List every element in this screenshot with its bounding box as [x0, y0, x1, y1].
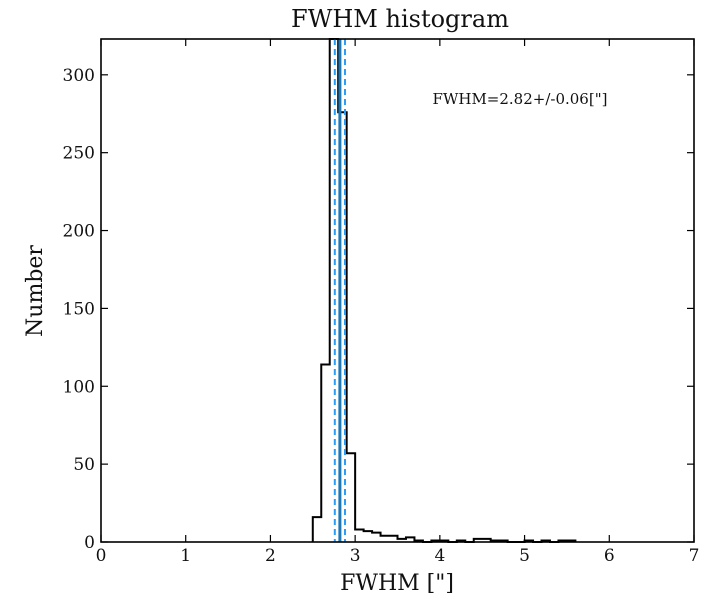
chart-title: FWHM histogram — [291, 5, 509, 33]
x-tick-label: 4 — [434, 546, 445, 566]
y-tick-label: 150 — [63, 299, 95, 319]
y-tick-label: 0 — [84, 533, 95, 553]
y-tick-label: 200 — [63, 222, 95, 242]
histogram-bar-4 — [347, 453, 355, 542]
plot-frame — [100, 38, 695, 543]
y-tick-label: 250 — [63, 144, 95, 164]
histogram-bar-0 — [313, 517, 321, 542]
histogram-bar-6 — [364, 531, 372, 542]
histogram-step-outline — [311, 38, 577, 543]
y-axis-ticks: 0 50 100 150 200 250 300 — [63, 66, 694, 553]
x-tick-label: 3 — [350, 546, 361, 566]
x-tick-label: 5 — [519, 546, 530, 566]
y-axis-label: Number — [23, 245, 48, 337]
y-tick-label: 50 — [73, 455, 95, 475]
histogram-bar-1 — [321, 364, 329, 542]
x-tick-label: 2 — [265, 546, 276, 566]
fwhm-annotation: FWHM=2.82+/-0.06["] — [433, 90, 608, 108]
y-tick-label: 100 — [63, 377, 95, 397]
x-tick-label: 6 — [604, 546, 615, 566]
x-tick-label: 1 — [180, 546, 191, 566]
x-axis-label: FWHM ["] — [340, 571, 454, 596]
x-tick-label: 7 — [689, 546, 700, 566]
y-tick-label: 300 — [63, 66, 95, 86]
histogram-bar-7 — [372, 533, 380, 542]
x-tick-label: 0 — [96, 546, 107, 566]
plot-area — [311, 38, 577, 543]
histogram-bar-5 — [355, 530, 363, 542]
x-axis-ticks: 0 1 2 3 4 5 6 7 — [96, 39, 700, 566]
